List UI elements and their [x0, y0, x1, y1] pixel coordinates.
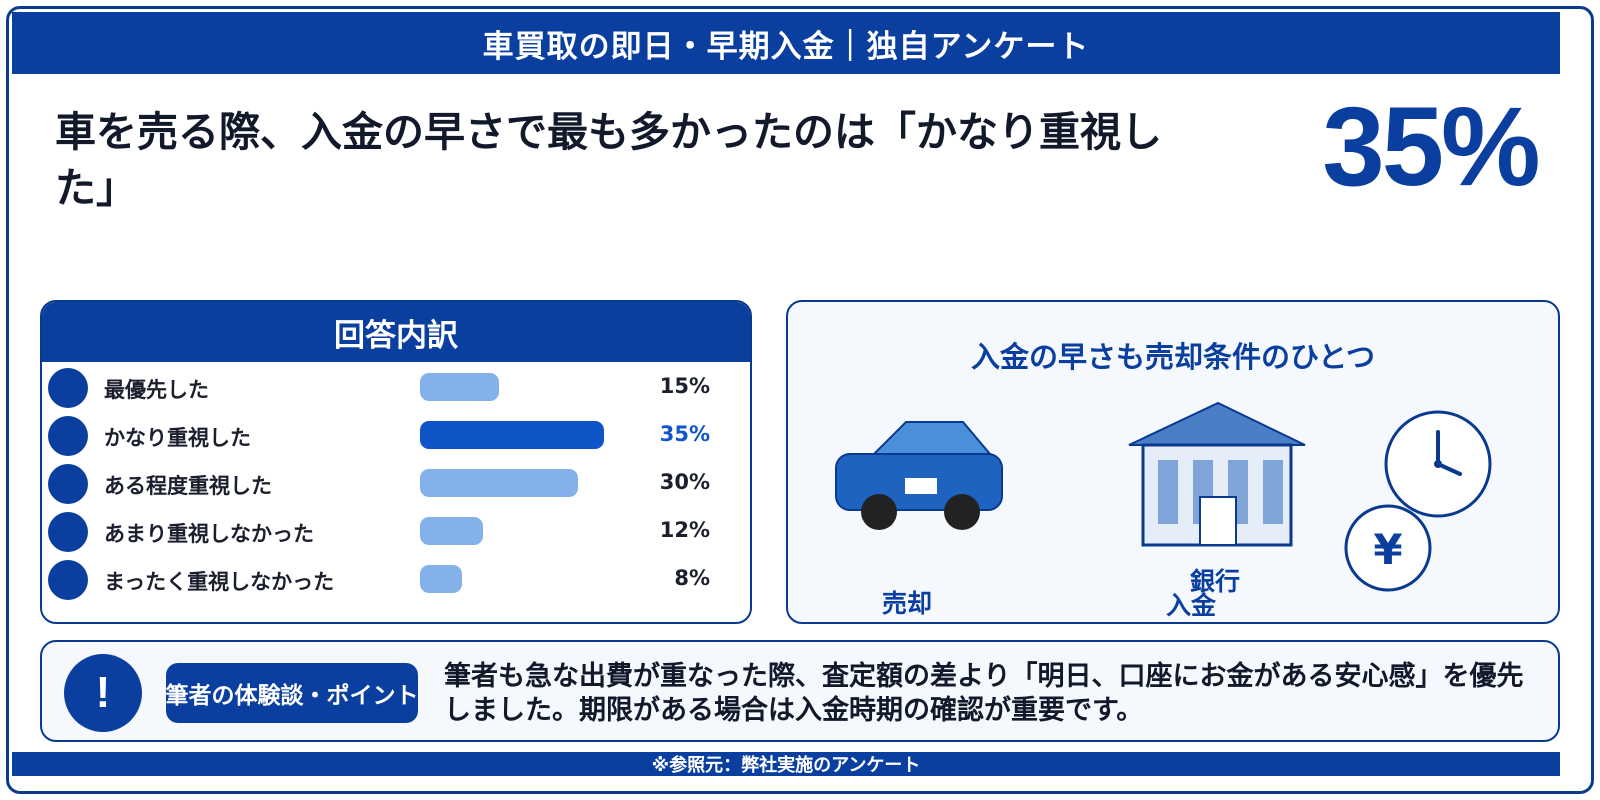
bar [420, 565, 462, 593]
breakdown-card: 回答内訳 最優先した 15% かなり重視した 35% ある程度重視した 30% あまり重視し… [40, 300, 752, 624]
note-badge: 筆者の体験談・ポイント [166, 663, 418, 723]
bullet-icon [48, 560, 88, 600]
bar-row: まったく重視しなかった 8% [42, 558, 750, 602]
yen-symbol: ¥ [1373, 525, 1402, 574]
clock-icon [1384, 410, 1492, 518]
headline: 車を売る際、入金の早さで最も多かったのは「かなり重視した」 [55, 108, 1162, 212]
bar-row: あまり重視しなかった 12% [42, 510, 750, 554]
value-label: 8% [674, 566, 710, 590]
bar-track [420, 373, 630, 401]
category-label: あまり重視しなかった [104, 522, 314, 546]
illustration-card: ¥ 入金の早さも売却条件のひとつ 売却 銀行 入金 [786, 300, 1560, 624]
bullet-icon [48, 368, 88, 408]
header-title: 車買取の即日・早期入金｜独自アンケート [12, 12, 1560, 74]
bar-row: 最優先した 15% [42, 366, 750, 410]
bar [420, 517, 483, 545]
car-icon [835, 421, 1003, 530]
note-text: 筆者も急な出費が重なった際、査定額の差より「明日、口座にお金がある安心感」を優先… [444, 661, 1524, 726]
bullet-icon [48, 512, 88, 552]
footer-source: ※参照元：弊社実施のアンケート [12, 752, 1560, 776]
bullet-icon [48, 416, 88, 456]
value-label: 30% [659, 470, 710, 494]
caption-bank-bottom: 入金 [1166, 591, 1217, 620]
bar-track [420, 421, 630, 449]
exclamation-icon: ! [64, 654, 142, 732]
caption-bank-top: 銀行 [1190, 567, 1241, 596]
bullet-icon [48, 464, 88, 504]
value-label: 12% [659, 518, 710, 542]
yen-coin-icon: ¥ [1344, 504, 1432, 592]
category-label: 最優先した [104, 378, 209, 402]
bar-track [420, 565, 630, 593]
value-label: 35% [659, 422, 710, 446]
value-label: 15% [659, 374, 710, 398]
illustration-graphic: ¥ [835, 401, 1492, 592]
bar [420, 469, 578, 497]
category-label: かなり重視した [104, 426, 251, 450]
category-label: まったく重視しなかった [104, 570, 335, 594]
breakdown-title: 回答内訳 [42, 302, 750, 362]
bank-icon [1128, 401, 1306, 547]
bar-track [420, 469, 630, 497]
illustration-title: 入金の早さも売却条件のひとつ [971, 340, 1375, 374]
big-stat: 35% [1322, 84, 1540, 209]
bar [420, 373, 499, 401]
bar-track [420, 517, 630, 545]
category-label: ある程度重視した [104, 474, 272, 498]
caption-sell: 売却 [882, 589, 933, 618]
bar-row: かなり重視した 35% [42, 414, 750, 458]
note-card: ! 筆者の体験談・ポイント 筆者も急な出費が重なった際、査定額の差より「明日、口… [40, 640, 1560, 742]
bar [420, 421, 604, 449]
bar-row: ある程度重視した 30% [42, 462, 750, 506]
